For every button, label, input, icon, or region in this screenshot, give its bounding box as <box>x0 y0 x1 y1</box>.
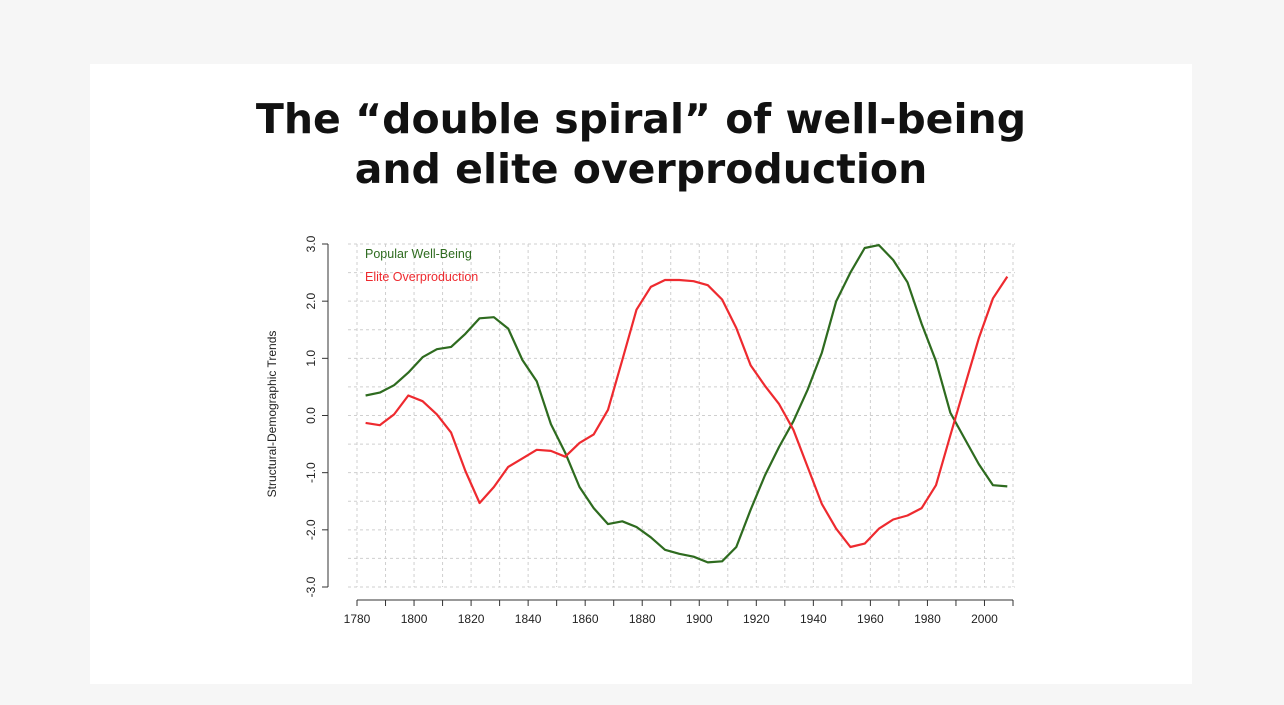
x-tick-label: 1980 <box>914 612 941 626</box>
x-tick-label: 1900 <box>686 612 713 626</box>
y-tick-label: 2.0 <box>304 293 318 310</box>
x-tick-label: 1840 <box>515 612 542 626</box>
title-line-2: and elite overproduction <box>354 145 928 193</box>
y-tick-label: 3.0 <box>304 235 318 252</box>
x-tick-label: 1940 <box>800 612 827 626</box>
y-tick-label: -3.0 <box>304 576 318 597</box>
series-line-elite-overproduction <box>365 275 1009 549</box>
x-tick-label: 1800 <box>401 612 428 626</box>
y-axis-label: Structural-Demographic Trends <box>265 331 279 498</box>
legend: Popular Well-Being Elite Overproduction <box>365 247 478 284</box>
x-tick-label: 1960 <box>857 612 884 626</box>
slide: The “double spiral” of well-being and el… <box>90 64 1192 684</box>
x-tick-label: 1780 <box>344 612 371 626</box>
grid <box>348 243 1015 588</box>
x-tick-label: 2000 <box>971 612 998 626</box>
x-tick-label: 1880 <box>629 612 656 626</box>
x-tick-label: 1820 <box>458 612 485 626</box>
chart-title: The “double spiral” of well-being and el… <box>90 94 1192 194</box>
series-layer <box>365 244 1009 564</box>
y-tick-label: 1.0 <box>304 350 318 367</box>
x-tick-label: 1860 <box>572 612 599 626</box>
legend-entry: Elite Overproduction <box>365 270 478 284</box>
x-tick-label: 1920 <box>743 612 770 626</box>
y-tick-label: -2.0 <box>304 519 318 540</box>
legend-entry: Popular Well-Being <box>365 247 472 261</box>
y-tick-label: 0.0 <box>304 407 318 424</box>
y-tick-label: -1.0 <box>304 462 318 483</box>
x-axis: 1780 1800 1820 1840 1860 1880 1900 1920 1940 1960… <box>344 599 1014 626</box>
title-line-1: The “double spiral” of well-being <box>255 95 1027 143</box>
chart: -3.0 -2.0 -1.0 0.0 1.0 2.0 3.0 1780 1800 1820 184… <box>265 235 1015 626</box>
series-line-popular-well-being <box>365 244 1008 564</box>
y-axis: -3.0 -2.0 -1.0 0.0 1.0 2.0 3.0 <box>304 235 329 597</box>
